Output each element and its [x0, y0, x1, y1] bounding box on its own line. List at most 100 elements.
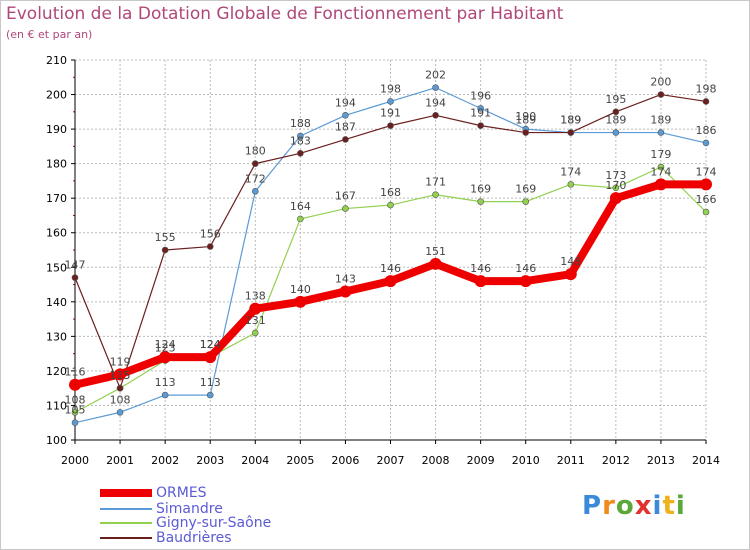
data-point-gigny-sur-saone [702, 208, 710, 216]
data-point-baudrieres [702, 98, 710, 105]
data-point-ormes [519, 275, 532, 288]
data-point-gigny-sur-saone [567, 181, 575, 188]
legend-label-simandre: Simandre [156, 501, 223, 517]
legend-swatch-simandre [100, 508, 152, 510]
data-point-simandre [342, 111, 349, 119]
data-label-baudrieres: 115 [110, 369, 131, 382]
x-tick-label: 2014 [692, 454, 720, 467]
data-label-gigny-sur-saone: 173 [605, 169, 626, 182]
legend-item-simandre: Simandre [100, 501, 223, 517]
x-tick-label: 2006 [331, 454, 359, 467]
data-point-ormes [294, 295, 307, 308]
logo-letter: r [602, 491, 616, 521]
data-label-simandre: 202 [425, 69, 446, 82]
data-label-baudrieres: 147 [65, 259, 86, 272]
data-point-simandre [702, 139, 710, 147]
data-point-baudrieres [251, 160, 259, 167]
data-point-baudrieres [612, 108, 620, 116]
y-tick-label: 120 [46, 365, 67, 378]
data-point-ormes [339, 285, 352, 298]
data-point-baudrieres [477, 122, 484, 129]
data-label-gigny-sur-saone: 166 [696, 193, 717, 206]
y-tick-label: 160 [46, 227, 67, 240]
data-label-ormes: 146 [515, 262, 536, 275]
data-point-baudrieres [522, 129, 530, 136]
y-tick-label: 150 [46, 261, 67, 274]
data-label-baudrieres: 200 [650, 76, 671, 89]
data-point-ormes [700, 178, 712, 191]
data-label-ormes: 119 [110, 355, 131, 368]
data-label-gigny-sur-saone: 169 [470, 183, 491, 196]
data-label-baudrieres: 183 [290, 134, 311, 147]
data-label-ormes: 138 [245, 290, 266, 303]
data-point-gigny-sur-saone [342, 205, 349, 212]
data-label-baudrieres: 155 [155, 231, 176, 244]
data-label-baudrieres: 187 [335, 120, 356, 133]
data-label-baudrieres: 180 [245, 145, 266, 158]
data-point-ormes [204, 351, 217, 364]
x-tick-label: 2002 [151, 454, 179, 467]
data-label-ormes: 151 [425, 245, 446, 258]
data-point-baudrieres [567, 129, 575, 136]
data-label-gigny-sur-saone: 167 [335, 190, 356, 203]
data-point-simandre [432, 84, 439, 91]
x-tick-label: 2008 [422, 454, 450, 467]
y-tick-label: 170 [46, 192, 67, 205]
data-label-simandre: 113 [155, 376, 176, 389]
data-label-simandre: 172 [245, 172, 266, 185]
data-label-baudrieres: 191 [380, 107, 401, 120]
data-point-gigny-sur-saone [251, 329, 259, 337]
data-point-gigny-sur-saone [522, 198, 530, 205]
chart-title: Evolution de la Dotation Globale de Fonc… [6, 4, 564, 24]
data-label-ormes: 143 [335, 272, 356, 285]
data-point-simandre [612, 129, 620, 136]
data-point-gigny-sur-saone [657, 163, 665, 171]
data-label-simandre: 186 [696, 124, 717, 137]
data-point-ormes [69, 378, 81, 391]
data-label-simandre: 190 [515, 110, 536, 123]
legend-label-baudrieres: Baudrières [156, 530, 232, 546]
data-point-gigny-sur-saone [297, 215, 304, 223]
data-label-gigny-sur-saone: 115 [110, 369, 131, 382]
data-point-ormes [474, 275, 487, 288]
data-point-simandre [71, 419, 79, 427]
y-tick-label: 190 [46, 123, 67, 136]
data-label-simandre: 108 [110, 393, 131, 406]
data-label-simandre: 194 [335, 96, 356, 109]
data-point-simandre [477, 105, 484, 112]
legend-item-ormes: ORMES [100, 485, 207, 501]
data-label-ormes: 148 [560, 255, 581, 268]
data-point-simandre [657, 129, 665, 136]
data-label-ormes: 146 [470, 262, 491, 275]
data-point-gigny-sur-saone [477, 198, 484, 205]
data-point-ormes [564, 268, 577, 281]
data-label-baudrieres: 191 [470, 107, 491, 120]
logo-letter: t [662, 491, 676, 521]
data-label-gigny-sur-saone: 168 [380, 186, 401, 199]
logo-letter: i [652, 491, 663, 521]
data-point-baudrieres [116, 384, 124, 392]
data-point-simandre [387, 98, 394, 105]
proxiti-logo: Proxiti [582, 491, 686, 521]
data-point-baudrieres [657, 91, 665, 98]
data-label-simandre: 189 [560, 114, 581, 127]
x-tick-label: 2012 [602, 454, 630, 467]
data-point-ormes [609, 192, 622, 205]
data-label-gigny-sur-saone: 131 [245, 314, 266, 327]
x-tick-label: 2011 [557, 454, 585, 467]
x-tick-label: 2009 [467, 454, 495, 467]
x-tick-label: 2004 [241, 454, 269, 467]
legend-swatch-ormes [100, 489, 152, 497]
y-tick-label: 210 [46, 54, 67, 67]
data-label-gigny-sur-saone: 174 [560, 165, 581, 178]
data-point-gigny-sur-saone [612, 184, 620, 192]
data-point-baudrieres [161, 246, 169, 254]
legend-item-gigny: Gigny-sur-Saône [100, 515, 271, 531]
x-tick-label: 2010 [512, 454, 540, 467]
data-point-ormes [384, 275, 397, 288]
data-label-gigny-sur-saone: 164 [290, 200, 311, 213]
legend-item-baudrieres: Baudrières [100, 530, 232, 546]
logo-letter: x [634, 491, 653, 521]
